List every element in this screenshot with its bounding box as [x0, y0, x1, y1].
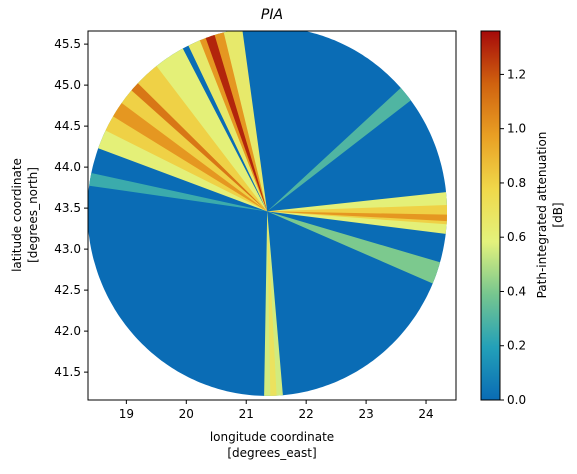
- plot-area: [88, 31, 447, 396]
- radar-sector: [267, 211, 440, 284]
- colorbar-tick-label: 0.6: [507, 230, 526, 244]
- x-tick-label: 24: [418, 407, 433, 421]
- y-tick-label: 44.0: [54, 160, 81, 174]
- x-tick-label: 19: [119, 407, 134, 421]
- x-axis-label: longitude coordinate: [210, 430, 334, 444]
- radar-sector: [188, 31, 268, 212]
- y-tick-label: 41.5: [54, 365, 81, 379]
- radar-sector: [199, 32, 268, 212]
- radar-sector: [267, 211, 447, 222]
- radar-sector: [267, 211, 277, 396]
- x-tick-label: 20: [179, 407, 194, 421]
- x-axis-label: [degrees_east]: [227, 446, 316, 460]
- colorbar-tick-label: 0.4: [507, 284, 526, 298]
- colorbar-tick-label: 0.2: [507, 339, 526, 353]
- radar-sector: [205, 35, 268, 212]
- y-tick-label: 42.0: [54, 324, 81, 338]
- chart-title: PIA: [261, 7, 283, 23]
- radar-sector: [131, 83, 268, 212]
- y-tick-label: 45.0: [54, 78, 81, 92]
- colorbar-tick-label: 1.2: [507, 67, 526, 81]
- colorbar-tick-label: 1.0: [507, 122, 526, 136]
- y-tick-label: 43.5: [54, 201, 81, 215]
- y-tick-label: 45.5: [54, 37, 81, 51]
- y-tick-label: 44.5: [54, 119, 81, 133]
- x-tick-label: 21: [239, 407, 254, 421]
- y-tick-label: 42.5: [54, 283, 81, 297]
- x-tick-label: 23: [358, 407, 373, 421]
- radar-sector: [113, 103, 268, 212]
- colorbar-label: [dB]: [551, 202, 565, 227]
- plot-frame: [87, 30, 457, 401]
- colorbar-tick-label: 0.8: [507, 176, 526, 190]
- y-tick-label: 43.0: [54, 242, 81, 256]
- radar-sector: [267, 87, 411, 212]
- y-axis-label: latitude coordinate: [10, 158, 24, 272]
- radar-sector: [89, 173, 268, 212]
- y-axis-label: [degrees_north]: [26, 167, 40, 263]
- colorbar-tick-label: 0.0: [507, 393, 526, 407]
- x-tick-label: 22: [299, 407, 314, 421]
- colorbar-label: Path-integrated attenuation: [535, 132, 549, 299]
- colorbar: [480, 30, 501, 401]
